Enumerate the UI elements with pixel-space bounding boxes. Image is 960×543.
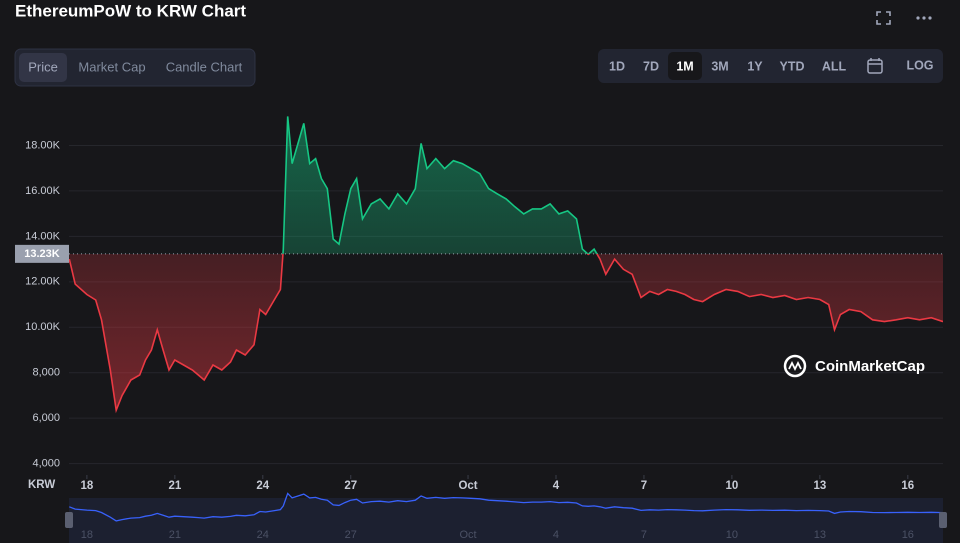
reference-label-bg bbox=[15, 244, 69, 263]
navigator-handle[interactable] bbox=[65, 512, 73, 528]
navigator-tick-label: 7 bbox=[641, 529, 647, 541]
chart-title: EthereumPoW to KRW Chart bbox=[15, 1, 246, 20]
range-button[interactable]: ALL bbox=[822, 59, 847, 73]
range-label: 3M bbox=[711, 59, 728, 73]
navigator-tick-label: 18 bbox=[81, 529, 93, 541]
navigator-tick-label: 27 bbox=[345, 529, 357, 541]
price-line-down bbox=[69, 253, 943, 414]
range-active-bg bbox=[668, 52, 702, 80]
navigator-tick-label: 4 bbox=[553, 529, 559, 541]
price-line-up bbox=[282, 116, 598, 254]
range-label: 1D bbox=[609, 59, 625, 73]
range-label: YTD bbox=[780, 59, 805, 73]
currency-label: KRW bbox=[28, 479, 55, 491]
y-tick-label: 10.00K bbox=[25, 321, 61, 333]
navigator-tick-label: 10 bbox=[726, 529, 738, 541]
calendar-button[interactable] bbox=[867, 58, 883, 74]
navigator-bg bbox=[69, 498, 943, 543]
area-down bbox=[69, 253, 943, 411]
range-button[interactable]: 1D bbox=[609, 59, 625, 73]
reference-label: 13.23K bbox=[24, 248, 60, 260]
more-button[interactable] bbox=[916, 16, 932, 20]
navigator-tick-label: 24 bbox=[257, 529, 269, 541]
y-tick-label: 14.00K bbox=[25, 230, 61, 242]
y-tick-label: 18.00K bbox=[25, 139, 61, 151]
range-label: 1M bbox=[676, 59, 693, 73]
y-tick-label: 8,000 bbox=[32, 367, 60, 379]
fullscreen-button[interactable] bbox=[876, 11, 891, 25]
x-tick-label: 27 bbox=[344, 480, 357, 492]
x-tick-label: 10 bbox=[726, 480, 739, 492]
tab-button[interactable]: Market Cap bbox=[78, 59, 145, 74]
tab-label: Market Cap bbox=[78, 59, 145, 74]
x-tick-label: 16 bbox=[901, 480, 914, 492]
log-button[interactable]: LOG bbox=[906, 58, 933, 72]
navigator-tick-label: 21 bbox=[169, 529, 181, 541]
x-tick-label: 21 bbox=[168, 480, 181, 492]
range-button[interactable]: 7D bbox=[643, 59, 659, 73]
tab-group bbox=[14, 48, 256, 87]
x-tick-label: 24 bbox=[256, 480, 269, 492]
x-tick-label: 7 bbox=[641, 480, 647, 492]
calendar-icon-lines bbox=[868, 58, 882, 65]
x-tick-label: 4 bbox=[553, 480, 560, 492]
x-tick-label: Oct bbox=[458, 480, 477, 492]
watermark-logo-mark bbox=[788, 360, 802, 372]
navigator-handle[interactable] bbox=[939, 512, 947, 528]
watermark-logo bbox=[783, 354, 807, 378]
range-label: ALL bbox=[822, 59, 847, 73]
watermark: CoinMarketCap bbox=[783, 354, 925, 378]
range-label: 7D bbox=[643, 59, 659, 73]
x-tick-label: 18 bbox=[80, 480, 93, 492]
tab-button[interactable]: Price bbox=[19, 53, 67, 82]
range-button[interactable]: 1Y bbox=[747, 59, 763, 73]
tab-label: Candle Chart bbox=[166, 59, 243, 74]
y-tick-label: 6,000 bbox=[32, 412, 60, 424]
range-button[interactable]: YTD bbox=[780, 59, 805, 73]
tab-button[interactable]: Candle Chart bbox=[166, 59, 243, 74]
x-tick-label: 13 bbox=[813, 480, 826, 492]
tab-label: Price bbox=[28, 59, 58, 74]
tab-active-bg bbox=[19, 53, 67, 82]
watermark-text: CoinMarketCap bbox=[815, 358, 925, 375]
y-tick-label: 4,000 bbox=[32, 458, 60, 470]
area-up bbox=[282, 116, 597, 254]
y-tick-label: 16.00K bbox=[25, 185, 61, 197]
navigator-tick-label: Oct bbox=[459, 529, 476, 541]
calendar-icon bbox=[867, 59, 883, 74]
y-tick-label: 12.00K bbox=[25, 276, 61, 288]
range-button[interactable]: 3M bbox=[711, 59, 728, 73]
navigator-tick-label: 13 bbox=[814, 529, 826, 541]
range-label: 1Y bbox=[747, 59, 763, 73]
navigator-tick-label: 16 bbox=[902, 529, 914, 541]
navigator-line bbox=[69, 492, 944, 522]
range-button[interactable]: 1M bbox=[668, 52, 702, 80]
